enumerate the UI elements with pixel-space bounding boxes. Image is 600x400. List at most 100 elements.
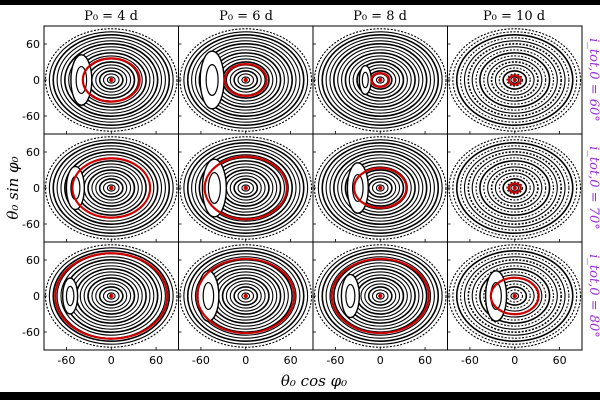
row-title-1: i_tot,0 = 70° — [586, 146, 600, 230]
highlight-trajectory — [223, 62, 268, 98]
x-tick-label: 0 — [511, 354, 518, 367]
fixed-point — [378, 185, 383, 191]
trajectory — [102, 289, 120, 303]
row-title-0: i_tot,0 = 60° — [586, 38, 600, 122]
trajectory — [329, 256, 432, 336]
resonance-island — [346, 162, 369, 214]
fixed-point — [243, 185, 248, 191]
trajectory — [91, 280, 132, 312]
trajectory — [233, 286, 259, 306]
highlight-trajectory — [507, 74, 522, 86]
highlight-trajectory — [54, 252, 169, 340]
trajectory — [479, 160, 551, 216]
y-tick-label: 0 — [33, 74, 40, 87]
trajectory — [494, 172, 535, 204]
panel-2-3 — [447, 241, 583, 351]
trajectory — [194, 40, 297, 120]
trajectory — [490, 61, 539, 99]
trajectory — [60, 40, 163, 120]
trajectory — [348, 55, 412, 105]
col-title-0: P₀ = 4 d — [84, 9, 138, 24]
highlight-trajectory — [71, 157, 152, 219]
trajectory — [475, 49, 554, 111]
x-tick-label: 0 — [108, 354, 115, 367]
trajectory — [475, 157, 554, 219]
fixed-point — [512, 185, 517, 191]
trajectory — [194, 256, 297, 336]
highlight-trajectory — [489, 276, 540, 316]
trajectory — [106, 76, 116, 84]
trajectory — [498, 67, 531, 93]
trajectory — [321, 250, 440, 342]
x-axis-label: θ₀ cos φ₀ — [281, 372, 347, 390]
trajectory — [321, 34, 440, 126]
trajectory — [375, 292, 385, 300]
resonance-island-inner — [205, 64, 219, 96]
trajectory — [106, 184, 116, 192]
panel-1-1 — [178, 133, 314, 243]
x-tick-label: -60 — [57, 354, 75, 367]
trajectory — [233, 178, 259, 198]
trajectory — [325, 253, 435, 339]
col-title-3: P₀ = 10 d — [483, 9, 545, 24]
fixed-point — [109, 185, 114, 191]
trajectory — [183, 139, 309, 237]
row-title-2: i_tot,0 = 80° — [586, 254, 600, 338]
x-tick-label: 60 — [553, 354, 567, 367]
trajectory — [487, 166, 543, 210]
trajectory — [483, 271, 547, 321]
col-title-1: P₀ = 6 d — [219, 9, 273, 24]
trajectory — [333, 43, 428, 117]
trajectory — [498, 175, 531, 201]
trajectory — [502, 70, 528, 90]
resonance-island — [358, 64, 372, 96]
panel-1-2 — [312, 133, 448, 243]
trajectory — [452, 247, 578, 345]
trajectory — [317, 247, 443, 345]
trajectory — [64, 151, 159, 225]
trajectory — [186, 250, 305, 342]
trajectory — [321, 142, 440, 234]
trajectory — [191, 37, 301, 123]
panel-1-3 — [447, 133, 583, 243]
trajectory — [60, 256, 163, 336]
trajectory — [490, 169, 539, 207]
trajectory — [183, 31, 309, 129]
trajectory — [91, 172, 132, 204]
trajectory — [460, 145, 570, 231]
trajectory — [479, 52, 551, 108]
y-tick-label: -60 — [22, 110, 40, 123]
trajectory — [317, 139, 443, 237]
x-tick-label: 60 — [418, 354, 432, 367]
trajectory — [471, 46, 558, 114]
fixed-point — [378, 293, 383, 299]
trajectory — [460, 253, 570, 339]
y-tick-label: -60 — [22, 326, 40, 339]
fixed-point — [109, 77, 114, 83]
trajectory — [102, 181, 120, 195]
trajectory — [98, 70, 124, 90]
trajectory — [506, 73, 524, 87]
trajectory — [510, 184, 520, 192]
trajectory — [198, 43, 293, 117]
trajectory — [64, 43, 159, 117]
trajectory — [233, 70, 259, 90]
trajectory — [371, 181, 389, 195]
resonance-island — [65, 165, 86, 211]
trajectory — [48, 139, 174, 237]
trajectory — [48, 247, 174, 345]
y-tick-label: 60 — [26, 38, 40, 51]
trajectory — [467, 151, 562, 225]
resonance-island-inner — [345, 283, 356, 309]
trajectory — [186, 142, 305, 234]
trajectory — [471, 154, 558, 222]
resonance-island-inner — [75, 65, 88, 95]
panel-0-0 — [43, 25, 179, 135]
ticks: 60 0 -60 60 0 -60 60 0 -60 -60 0 60 -60 0 60 -60 0 60 -60 0… — [22, 38, 567, 367]
trajectory — [183, 247, 309, 345]
panels — [43, 25, 583, 351]
trajectory — [87, 277, 136, 315]
trajectory — [56, 145, 166, 231]
trajectory — [483, 163, 547, 213]
resonance-island — [197, 270, 220, 322]
